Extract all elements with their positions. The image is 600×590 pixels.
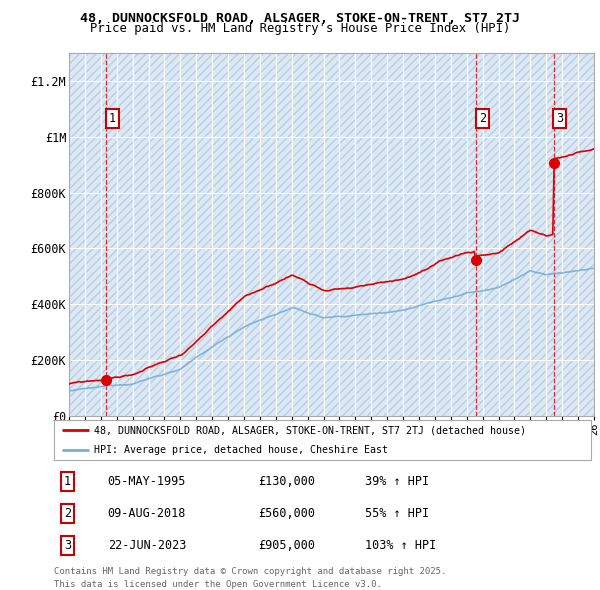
Text: Price paid vs. HM Land Registry's House Price Index (HPI): Price paid vs. HM Land Registry's House … bbox=[90, 22, 510, 35]
Text: 48, DUNNOCKSFOLD ROAD, ALSAGER, STOKE-ON-TRENT, ST7 2TJ (detached house): 48, DUNNOCKSFOLD ROAD, ALSAGER, STOKE-ON… bbox=[94, 425, 526, 435]
Text: 2: 2 bbox=[64, 507, 71, 520]
Text: 39% ↑ HPI: 39% ↑ HPI bbox=[365, 476, 430, 489]
Text: Contains HM Land Registry data © Crown copyright and database right 2025.: Contains HM Land Registry data © Crown c… bbox=[54, 567, 446, 576]
Text: HPI: Average price, detached house, Cheshire East: HPI: Average price, detached house, Ches… bbox=[94, 445, 388, 455]
Text: 09-AUG-2018: 09-AUG-2018 bbox=[108, 507, 186, 520]
Text: 3: 3 bbox=[556, 112, 563, 125]
Text: 55% ↑ HPI: 55% ↑ HPI bbox=[365, 507, 430, 520]
Text: This data is licensed under the Open Government Licence v3.0.: This data is licensed under the Open Gov… bbox=[54, 580, 382, 589]
Text: 05-MAY-1995: 05-MAY-1995 bbox=[108, 476, 186, 489]
Text: 2: 2 bbox=[479, 112, 486, 125]
Text: £560,000: £560,000 bbox=[258, 507, 315, 520]
Text: 103% ↑ HPI: 103% ↑ HPI bbox=[365, 539, 437, 552]
Text: 1: 1 bbox=[109, 112, 116, 125]
Text: 48, DUNNOCKSFOLD ROAD, ALSAGER, STOKE-ON-TRENT, ST7 2TJ: 48, DUNNOCKSFOLD ROAD, ALSAGER, STOKE-ON… bbox=[80, 12, 520, 25]
Text: £130,000: £130,000 bbox=[258, 476, 315, 489]
Text: 22-JUN-2023: 22-JUN-2023 bbox=[108, 539, 186, 552]
Text: 3: 3 bbox=[64, 539, 71, 552]
Text: 1: 1 bbox=[64, 476, 71, 489]
Text: £905,000: £905,000 bbox=[258, 539, 315, 552]
